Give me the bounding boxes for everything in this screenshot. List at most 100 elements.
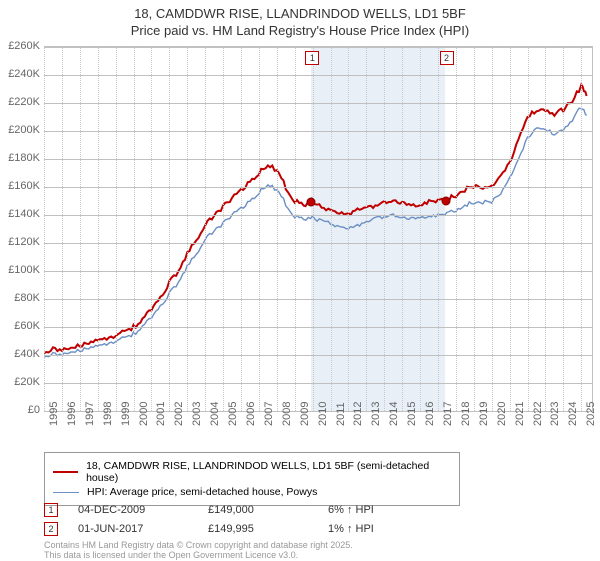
attribution: Contains HM Land Registry data © Crown c…: [44, 540, 353, 561]
sale-price: £149,995: [208, 523, 328, 535]
x-axis-label: 2024: [567, 402, 579, 426]
x-axis-label: 2010: [317, 402, 329, 426]
gridline-v: [456, 47, 457, 411]
gridline-v: [581, 47, 582, 411]
x-axis-label: 2021: [514, 402, 526, 426]
sale-date: 01-JUN-2017: [78, 523, 208, 535]
y-axis-label: £100K: [0, 264, 40, 276]
legend-item-price-paid: 18, CAMDDWR RISE, LLANDRINDOD WELLS, LD1…: [53, 460, 451, 484]
gridline-v: [277, 47, 278, 411]
sale-row: 1 04-DEC-2009 £149,000 6% ↑ HPI: [44, 502, 428, 518]
gridline-v: [187, 47, 188, 411]
gridline-v: [313, 47, 314, 411]
y-axis-label: £80K: [0, 292, 40, 304]
legend-label: 18, CAMDDWR RISE, LLANDRINDOD WELLS, LD1…: [86, 460, 451, 484]
sale-date: 04-DEC-2009: [78, 504, 208, 516]
legend: 18, CAMDDWR RISE, LLANDRINDOD WELLS, LD1…: [44, 452, 460, 506]
sale-price: £149,000: [208, 504, 328, 516]
x-axis-label: 2001: [155, 402, 167, 426]
x-axis-label: 1995: [48, 402, 60, 426]
y-axis-label: £60K: [0, 320, 40, 332]
y-axis-label: £240K: [0, 68, 40, 80]
legend-item-hpi: HPI: Average price, semi-detached house,…: [53, 486, 451, 498]
gridline-v: [223, 47, 224, 411]
x-axis-label: 2009: [299, 402, 311, 426]
gridline-v: [492, 47, 493, 411]
y-axis-label: £120K: [0, 236, 40, 248]
legend-swatch: [53, 492, 79, 493]
x-axis-label: 2013: [370, 402, 382, 426]
x-axis-label: 2016: [424, 402, 436, 426]
gridline-v: [384, 47, 385, 411]
y-axis-label: £260K: [0, 40, 40, 52]
y-axis-label: £220K: [0, 96, 40, 108]
gridline-v: [348, 47, 349, 411]
x-axis-label: 2008: [281, 402, 293, 426]
x-axis-label: 2012: [352, 402, 364, 426]
title-line2: Price paid vs. HM Land Registry's House …: [131, 23, 469, 38]
x-axis-label: 2005: [227, 402, 239, 426]
gridline-v: [402, 47, 403, 411]
x-axis-label: 1998: [102, 402, 114, 426]
chart-container: 18, CAMDDWR RISE, LLANDRINDOD WELLS, LD1…: [0, 0, 600, 560]
title-line1: 18, CAMDDWR RISE, LLANDRINDOD WELLS, LD1…: [134, 6, 466, 21]
x-axis-label: 2002: [173, 402, 185, 426]
x-axis-label: 2006: [245, 402, 257, 426]
sale-marker-box: 1: [44, 503, 58, 517]
sales-table: 1 04-DEC-2009 £149,000 6% ↑ HPI 2 01-JUN…: [44, 502, 428, 540]
chart-title: 18, CAMDDWR RISE, LLANDRINDOD WELLS, LD1…: [0, 0, 600, 40]
gridline-v: [366, 47, 367, 411]
gridline-v: [151, 47, 152, 411]
gridline-v: [80, 47, 81, 411]
gridline-v: [134, 47, 135, 411]
gridline-v: [331, 47, 332, 411]
sale-hpi-delta: 6% ↑ HPI: [328, 504, 428, 516]
x-axis-label: 2025: [585, 402, 597, 426]
gridline-v: [62, 47, 63, 411]
y-axis-label: £200K: [0, 124, 40, 136]
gridline-v: [295, 47, 296, 411]
sale-marker-callout: 1: [305, 51, 319, 65]
x-axis-label: 2022: [532, 402, 544, 426]
gridline-v: [98, 47, 99, 411]
gridline-v: [438, 47, 439, 411]
attribution-line: Contains HM Land Registry data © Crown c…: [44, 540, 353, 550]
y-axis-label: £20K: [0, 376, 40, 388]
x-axis-label: 2020: [496, 402, 508, 426]
sale-row: 2 01-JUN-2017 £149,995 1% ↑ HPI: [44, 521, 428, 537]
x-axis-label: 2003: [191, 402, 203, 426]
gridline-v: [545, 47, 546, 411]
x-axis-label: 2015: [406, 402, 418, 426]
sale-hpi-delta: 1% ↑ HPI: [328, 523, 428, 535]
x-axis-label: 2007: [263, 402, 275, 426]
y-axis-label: £180K: [0, 152, 40, 164]
gridline-v: [259, 47, 260, 411]
y-axis-label: £160K: [0, 180, 40, 192]
gridline-v: [116, 47, 117, 411]
sale-dot: [307, 198, 316, 207]
sale-marker-box: 2: [44, 522, 58, 536]
x-axis-label: 2017: [442, 402, 454, 426]
sale-marker-callout: 2: [440, 51, 454, 65]
gridline-v: [241, 47, 242, 411]
x-axis-label: 2019: [478, 402, 490, 426]
sale-dot: [441, 197, 450, 206]
gridline-v: [205, 47, 206, 411]
gridline-v: [474, 47, 475, 411]
gridline-v: [44, 47, 45, 411]
x-axis-label: 2018: [460, 402, 472, 426]
y-axis-label: £40K: [0, 348, 40, 360]
gridline-v: [510, 47, 511, 411]
gridline-v: [420, 47, 421, 411]
series-hpi: [44, 108, 587, 357]
x-axis-label: 2000: [138, 402, 150, 426]
x-axis-label: 1996: [66, 402, 78, 426]
x-axis-label: 2014: [388, 402, 400, 426]
y-axis-label: £140K: [0, 208, 40, 220]
gridline-v: [563, 47, 564, 411]
plot-area: 12: [44, 46, 593, 411]
x-axis-label: 2004: [209, 402, 221, 426]
x-axis-label: 2023: [549, 402, 561, 426]
legend-swatch: [53, 471, 78, 473]
gridline-v: [169, 47, 170, 411]
